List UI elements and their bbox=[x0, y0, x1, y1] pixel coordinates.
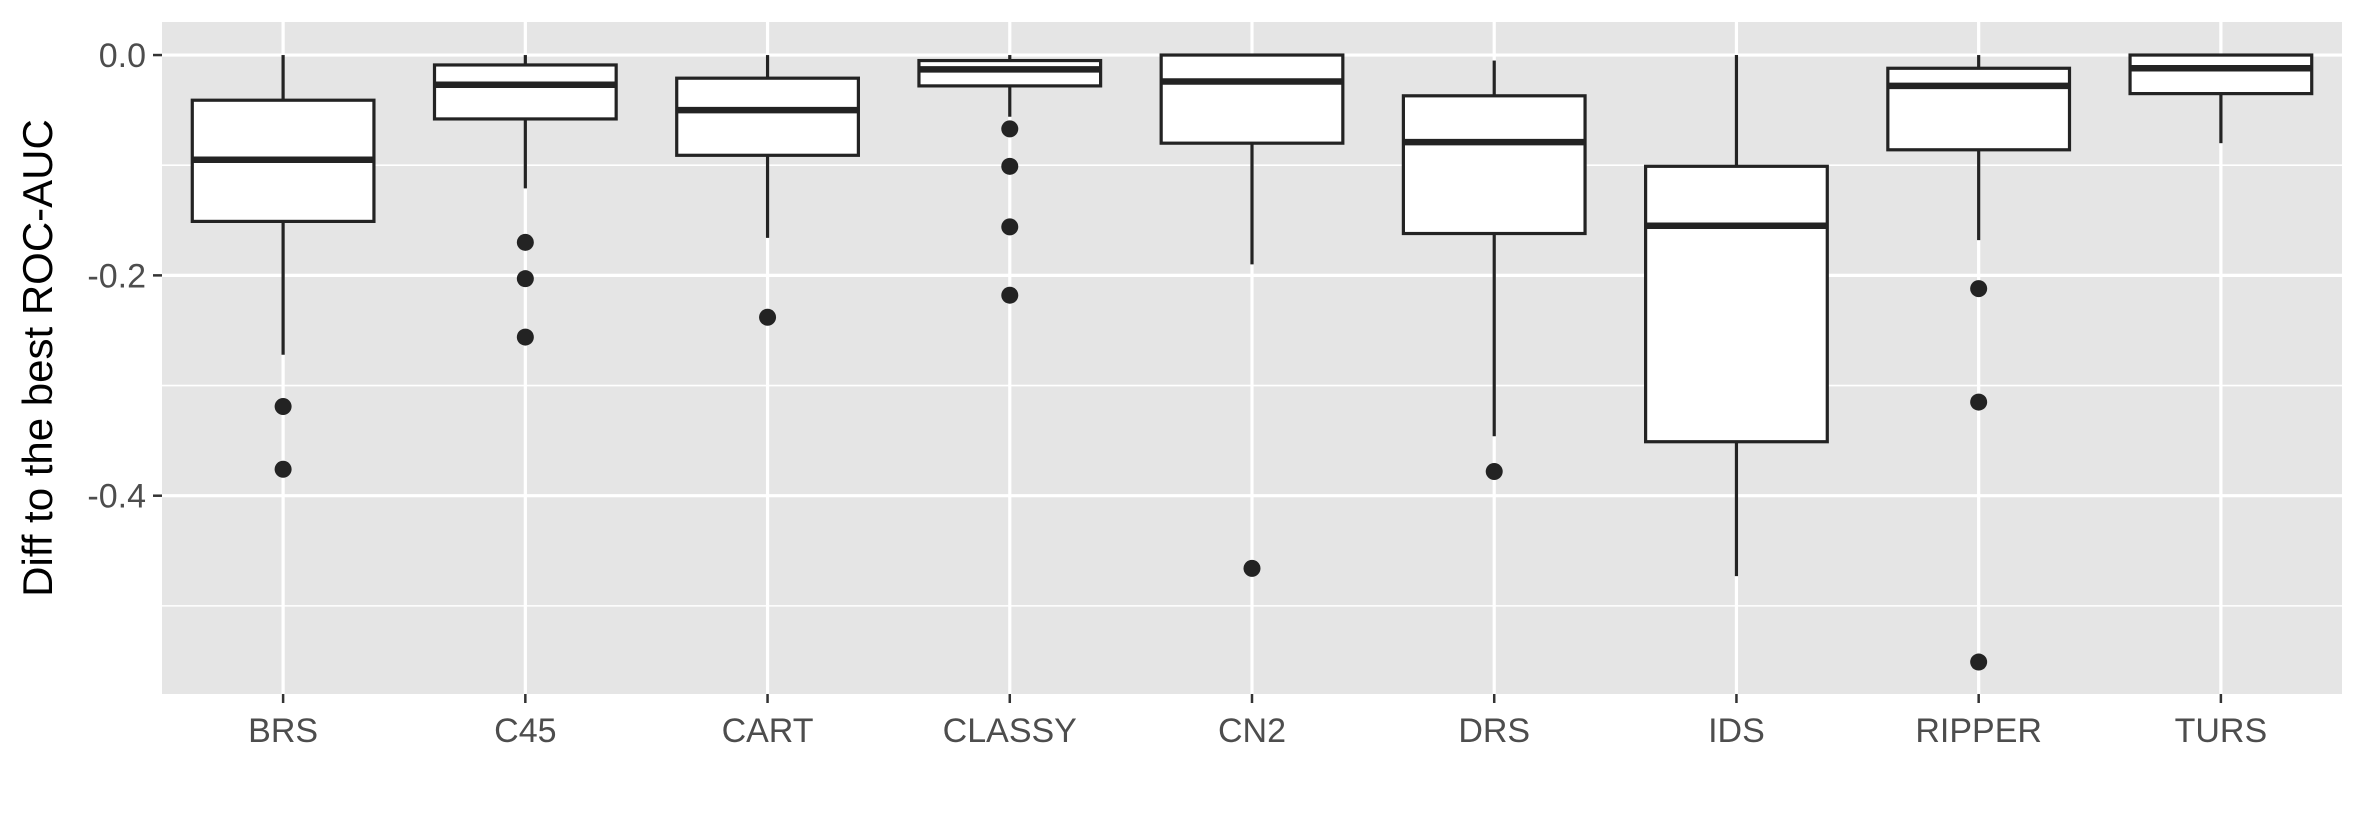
box-group-drs bbox=[1401, 60, 1587, 480]
box-group-brs bbox=[190, 55, 376, 478]
outlier-point bbox=[274, 460, 292, 478]
outlier-point bbox=[1970, 393, 1988, 411]
y-axis-title: Diff to the best ROC-AUC bbox=[14, 119, 61, 597]
box bbox=[675, 76, 860, 157]
box bbox=[432, 63, 618, 121]
x-tick-label: C45 bbox=[494, 712, 556, 750]
box bbox=[1644, 164, 1829, 444]
box-group-cn2 bbox=[1159, 53, 1345, 577]
box-group-ids bbox=[1644, 55, 1829, 577]
outlier-point bbox=[516, 328, 534, 346]
outlier-point bbox=[1001, 157, 1019, 175]
x-tick-label: CART bbox=[722, 712, 814, 750]
box-group-classy bbox=[917, 55, 1103, 304]
outlier-point bbox=[759, 308, 777, 326]
x-tick-label: TURS bbox=[2175, 712, 2268, 750]
y-tick-label: -0.2 bbox=[87, 257, 146, 295]
box bbox=[1159, 53, 1345, 145]
x-axis: BRS C45 CART CLASSY CN2 DRS IDS RIPPER TURS bbox=[248, 694, 2267, 750]
x-tick-label: BRS bbox=[248, 712, 318, 750]
x-tick-label: CN2 bbox=[1218, 712, 1286, 750]
y-tick-label: -0.4 bbox=[87, 478, 146, 516]
outlier-point bbox=[274, 397, 292, 415]
box-group-turs bbox=[2128, 53, 2314, 144]
box bbox=[917, 58, 1103, 88]
x-tick-label: IDS bbox=[1708, 712, 1765, 750]
y-tick-label: 0.0 bbox=[99, 37, 146, 75]
outlier-point bbox=[1001, 286, 1019, 304]
outlier-point bbox=[1970, 280, 1988, 298]
box-group-c45 bbox=[432, 55, 618, 346]
y-axis: 0.0 -0.2 -0.4 bbox=[87, 37, 162, 516]
x-tick-label: RIPPER bbox=[1915, 712, 2042, 750]
box-group-ripper bbox=[1886, 55, 2072, 671]
box bbox=[1886, 66, 2072, 152]
outlier-point bbox=[516, 233, 534, 251]
box bbox=[2128, 53, 2314, 96]
outlier-point bbox=[516, 270, 534, 288]
x-tick-label: DRS bbox=[1458, 712, 1530, 750]
box bbox=[1401, 94, 1587, 236]
outlier-point bbox=[1001, 120, 1019, 138]
outlier-point bbox=[1970, 653, 1988, 671]
boxes-layer bbox=[190, 53, 2314, 671]
outlier-point bbox=[1243, 559, 1261, 577]
x-tick-label: CLASSY bbox=[943, 712, 1077, 750]
box-group-cart bbox=[675, 55, 860, 326]
outlier-point bbox=[1001, 218, 1019, 236]
outlier-point bbox=[1485, 462, 1503, 480]
